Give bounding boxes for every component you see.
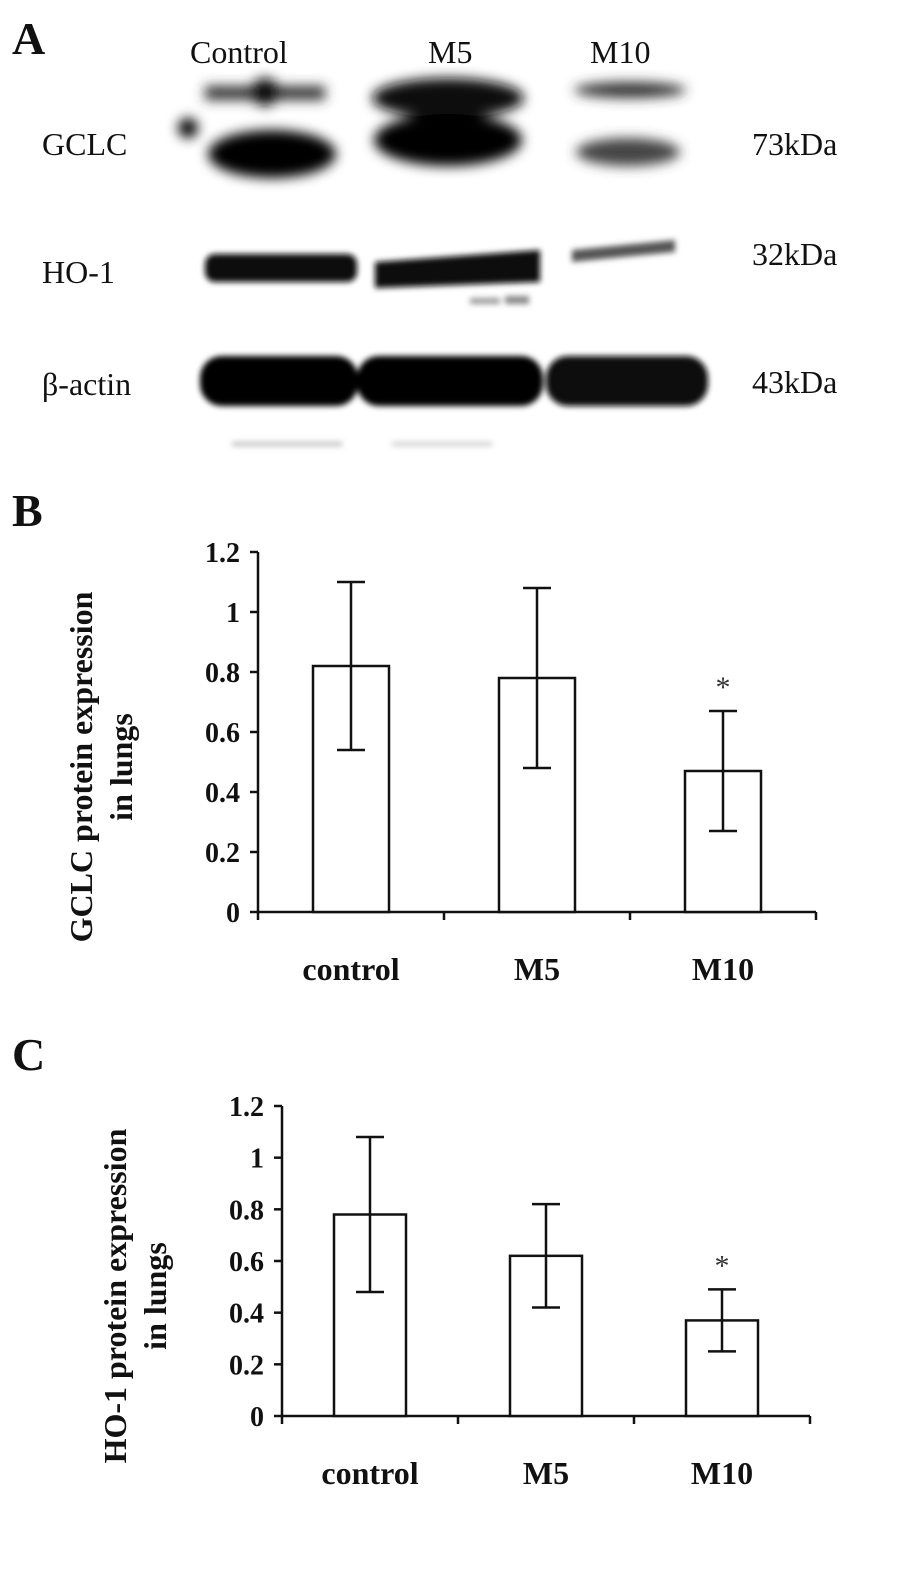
y-tick-label: 0 [226,898,240,929]
panel-c-letter: C [12,1029,46,1080]
x-category-label: M5 [523,1455,569,1491]
y-axis-label-line2: in lungs [137,1242,173,1350]
x-category-label: M5 [514,951,560,987]
x-category-label: M10 [691,1455,753,1491]
x-category-label: control [321,1455,418,1491]
y-axis-label-line1: HO-1 protein expression [97,1128,133,1463]
row-label-ho1: HO-1 [42,254,115,290]
row-label-bactin: β-actin [42,366,132,402]
y-axis-label-line1: GCLC protein expression [63,591,99,942]
lane-label-control: Control [190,34,288,70]
kda-ho1: 32kDa [752,236,838,272]
y-tick-label: 0.6 [205,718,240,749]
row-label-gclc: GCLC [42,126,128,162]
y-tick-label: 0.4 [229,1299,264,1330]
y-tick-label: 0.2 [229,1350,264,1381]
y-tick-label: 1 [250,1144,264,1175]
y-axis-label-line2: in lungs [103,713,139,821]
y-tick-label: 0.2 [205,838,240,869]
y-tick-label: 0 [250,1402,264,1433]
blot-band-gclc [178,78,686,178]
y-tick-label: 1.2 [205,538,240,569]
panel-a-letter: A [12,13,46,64]
y-tick-label: 0.4 [205,778,240,809]
significance-marker: * [715,1249,730,1282]
y-tick-label: 0.6 [229,1247,264,1278]
y-tick-label: 0.8 [205,658,240,689]
x-category-label: M10 [692,951,754,987]
panel-b-letter: B [12,485,43,536]
blot-band-ho1 [205,240,675,304]
bar [497,676,577,914]
x-category-label: control [302,951,399,987]
lane-label-m5: M5 [428,34,473,70]
y-tick-label: 0.8 [229,1195,264,1226]
y-tick-label: 1.2 [229,1092,264,1123]
chart-c: 0 0.2 0.4 0.6 0.8 1 1.2 control M5 * M10 HO-1 prote… [97,1092,812,1491]
chart-b: 0 0.2 0.4 0.6 0.8 1 1.2 control M5 * M10 GCLC prote… [63,538,818,987]
kda-gclc: 73kDa [752,126,838,162]
blot-band-bactin [200,356,708,446]
western-blot [178,78,708,446]
lane-label-m10: M10 [590,34,651,70]
y-tick-label: 1 [226,598,240,629]
kda-bactin: 43kDa [752,364,838,400]
significance-marker: * [716,671,731,704]
